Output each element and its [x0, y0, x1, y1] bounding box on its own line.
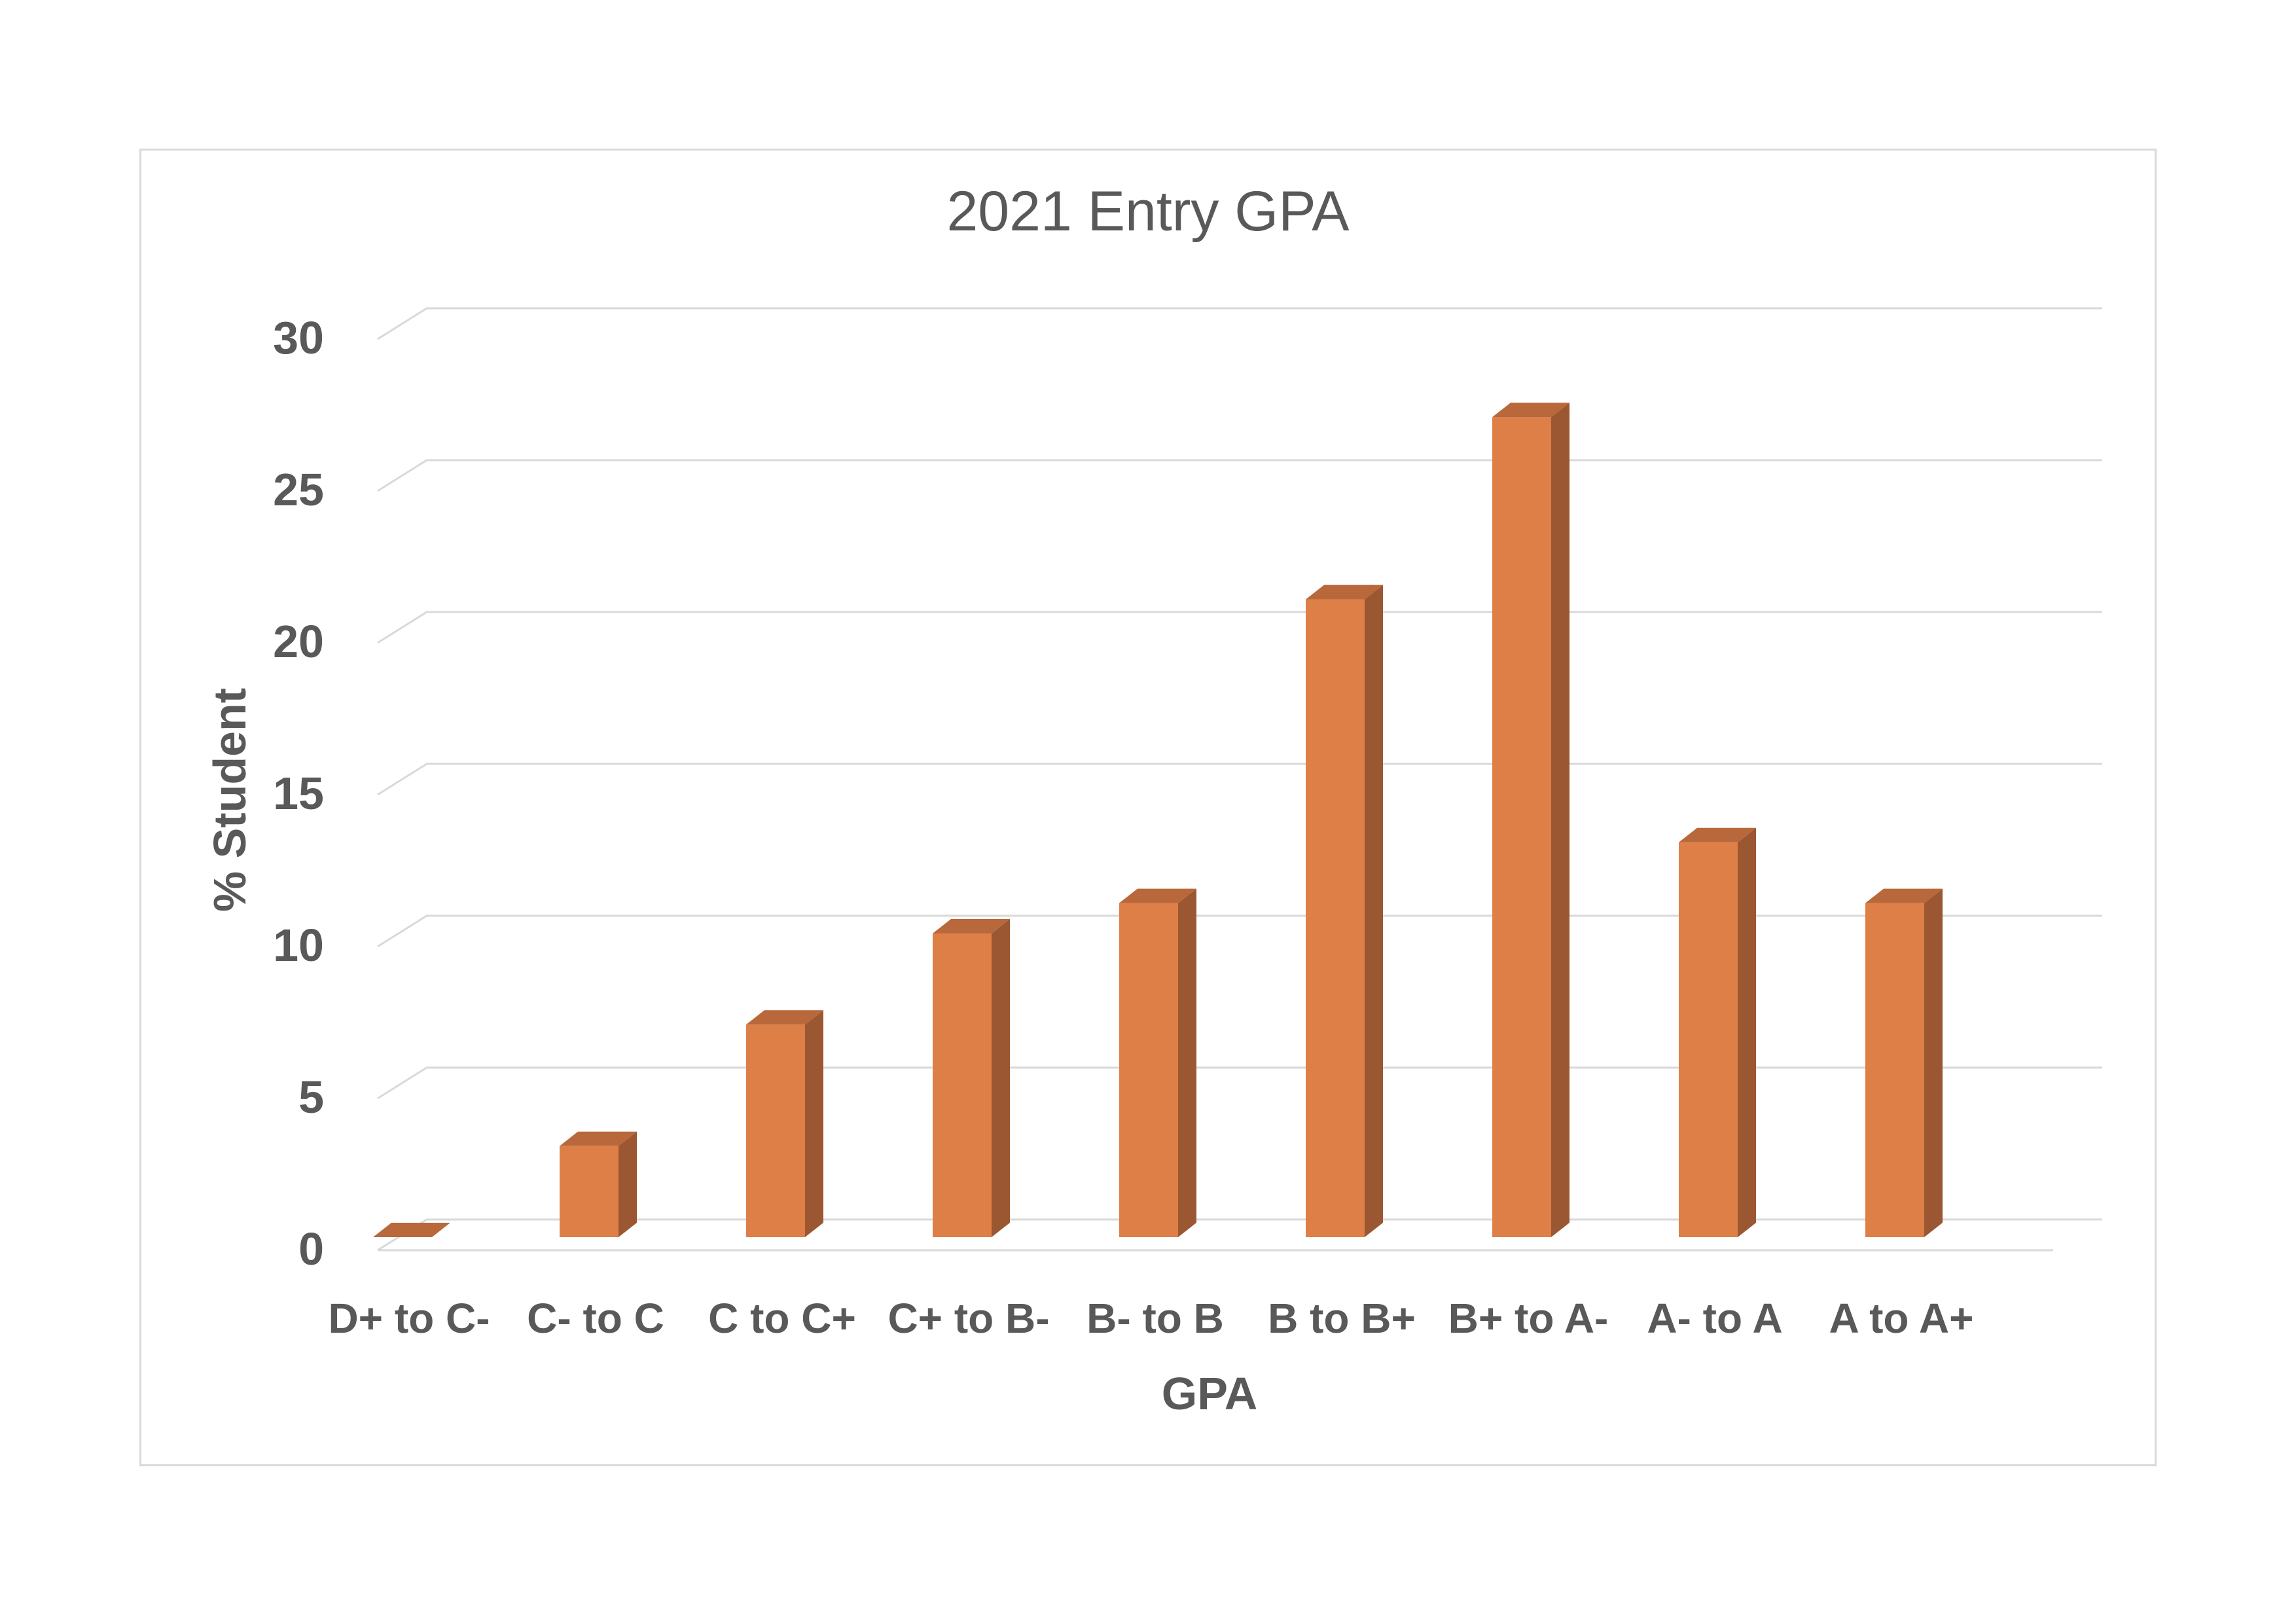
y-axis-ticks: 0 5 10 15 20 25 30	[273, 312, 324, 1274]
bar-c-to-cplus	[746, 1010, 823, 1237]
bar-side-bplus-to-aminus	[1551, 403, 1570, 1238]
bar-front-a-to-aplus	[1865, 903, 1924, 1237]
bar-side-b-to-bplus	[1365, 585, 1383, 1237]
gridline-0	[377, 1218, 2102, 1252]
x-tick-label-aminus-to-a: A- to A	[1647, 1295, 1782, 1342]
bar-side-a-to-aplus	[1924, 888, 1943, 1237]
gridlines	[377, 307, 2102, 1252]
y-tick-label-15: 15	[273, 768, 324, 819]
bar-front-b-to-bplus	[1306, 599, 1365, 1237]
bar-top-a-to-aplus	[1865, 888, 1943, 903]
bar-cminus-to-c	[560, 1131, 637, 1237]
bar-top-c-to-cplus	[746, 1010, 823, 1025]
bar-side-aminus-to-a	[1738, 827, 1756, 1237]
bar-cplus-to-bminus	[933, 919, 1010, 1237]
bar-top-cplus-to-bminus	[933, 919, 1010, 933]
bar-front-aminus-to-a	[1679, 842, 1738, 1237]
y-tick-label-5: 5	[298, 1072, 324, 1123]
x-tick-label-cplus-to-bminus: C+ to B-	[888, 1295, 1049, 1342]
bar-front-bminus-to-b	[1119, 903, 1178, 1237]
gridline-30	[377, 307, 2102, 340]
y-tick-label-20: 20	[273, 616, 324, 667]
bar-front-cplus-to-bminus	[933, 933, 992, 1237]
x-tick-label-dplus-to-cminus: D+ to C-	[328, 1295, 490, 1342]
x-axis-categories: D+ to C- C- to C C to C+ C+ to B- B- to B B t…	[328, 1295, 1973, 1342]
chart-title: 2021 Entry GPA	[946, 180, 1350, 243]
bar-a-to-aplus	[1865, 888, 1943, 1237]
bar-side-cminus-to-c	[619, 1131, 637, 1237]
bar-side-cplus-to-bminus	[992, 919, 1010, 1237]
bar-top-cminus-to-c	[560, 1131, 637, 1146]
bars	[373, 403, 1943, 1238]
bar-side-bminus-to-b	[1178, 888, 1196, 1237]
bar-bplus-to-aminus	[1492, 403, 1570, 1238]
bar-bminus-to-b	[1119, 888, 1196, 1237]
bar-front-bplus-to-aminus	[1492, 417, 1551, 1238]
bar-top-bminus-to-b	[1119, 888, 1196, 903]
chart-frame	[139, 149, 2157, 1466]
x-tick-label-a-to-aplus: A to A+	[1829, 1295, 1973, 1342]
bar-front-c-to-cplus	[746, 1024, 805, 1237]
y-tick-label-0: 0	[298, 1223, 324, 1274]
x-tick-label-cminus-to-c: C- to C	[527, 1295, 664, 1342]
y-tick-label-30: 30	[273, 312, 324, 363]
bar-aminus-to-a	[1679, 827, 1756, 1237]
y-axis-title: % Student	[204, 688, 255, 912]
y-tick-label-10: 10	[273, 920, 324, 971]
gridline-20	[377, 611, 2102, 644]
x-tick-label-b-to-bplus: B to B+	[1268, 1295, 1416, 1342]
x-tick-label-bminus-to-b: B- to B	[1086, 1295, 1224, 1342]
bar-front-cminus-to-c	[560, 1146, 619, 1237]
gridline-15	[377, 763, 2102, 796]
x-axis-title: GPA	[1162, 1368, 1258, 1419]
bar-top-bplus-to-aminus	[1492, 403, 1570, 418]
gridline-10	[377, 914, 2102, 948]
y-tick-label-25: 25	[273, 464, 324, 515]
gridline-5	[377, 1066, 2102, 1100]
x-tick-label-c-to-cplus: C to C+	[708, 1295, 856, 1342]
bar-top-dplus-to-cminus	[373, 1223, 450, 1237]
bar-top-aminus-to-a	[1679, 827, 1756, 842]
bar-top-b-to-bplus	[1306, 585, 1383, 600]
bar-b-to-bplus	[1306, 585, 1383, 1237]
x-tick-label-bplus-to-aminus: B+ to A-	[1448, 1295, 1609, 1342]
bar-dplus-to-cminus	[373, 1223, 450, 1237]
bar-side-c-to-cplus	[805, 1010, 823, 1237]
gridline-25	[377, 459, 2102, 492]
